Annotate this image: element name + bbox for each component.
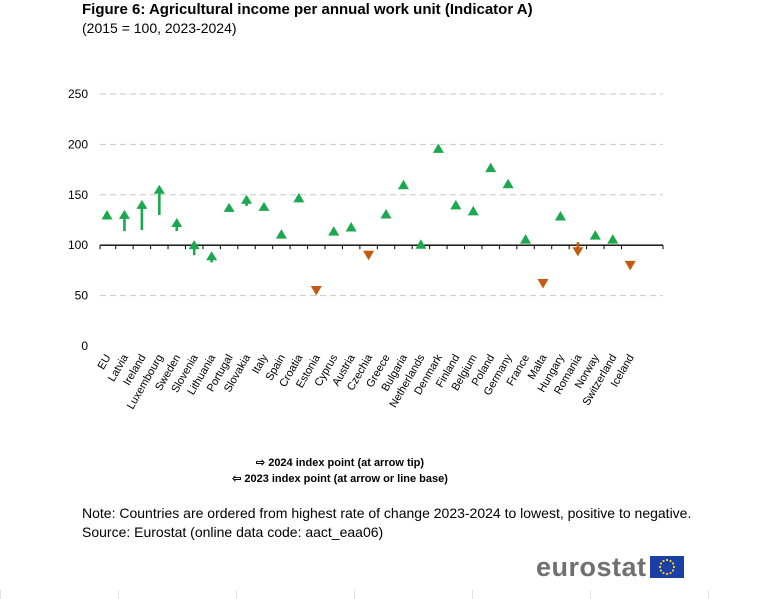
arrow-head bbox=[171, 217, 183, 227]
triangle-marker bbox=[450, 199, 462, 210]
source-text: Source: Eurostat (online data code: aact… bbox=[82, 524, 384, 540]
arrow-head bbox=[223, 202, 235, 212]
footer-tick bbox=[590, 590, 591, 599]
legend-entry-2024: ⇨ 2024 index point (at arrow tip) bbox=[255, 457, 425, 469]
flag-star bbox=[668, 559, 672, 563]
y-tick-label: 200 bbox=[68, 137, 88, 151]
triangle-marker bbox=[101, 209, 113, 220]
triangle-marker bbox=[520, 234, 532, 244]
flag-star bbox=[671, 569, 674, 572]
triangle-marker bbox=[537, 279, 549, 289]
note-text: Note: Countries are ordered from highest… bbox=[82, 505, 692, 521]
flag-star bbox=[665, 572, 668, 576]
footer-tick bbox=[354, 590, 355, 599]
triangle-marker bbox=[310, 286, 322, 296]
flag-star bbox=[661, 571, 665, 575]
arrow-head bbox=[188, 240, 200, 250]
arrow-head bbox=[572, 247, 584, 257]
flag-star bbox=[659, 562, 662, 565]
eurostat-logo: eurostat bbox=[536, 551, 684, 582]
flag-star bbox=[661, 559, 665, 563]
triangle-marker bbox=[607, 234, 619, 244]
triangle-marker bbox=[328, 226, 340, 236]
chart-title: Figure 6: Agricultural income per annual… bbox=[82, 1, 533, 18]
flag-star bbox=[671, 562, 674, 565]
arrow-head bbox=[241, 194, 253, 204]
y-tick-label: 150 bbox=[68, 188, 88, 202]
arrow-head bbox=[136, 199, 148, 209]
triangle-marker bbox=[432, 143, 444, 153]
triangle-marker bbox=[589, 230, 601, 240]
logo-text: eurostat bbox=[536, 551, 647, 582]
chart-subtitle: (2015 = 100, 2023-2024) bbox=[82, 20, 237, 36]
arrow-head bbox=[258, 201, 270, 211]
triangle-marker bbox=[415, 239, 427, 249]
triangle-marker bbox=[502, 178, 514, 189]
footer-tick bbox=[236, 590, 237, 599]
triangle-marker bbox=[293, 192, 305, 203]
flag-star bbox=[659, 569, 662, 572]
footer-tick bbox=[118, 590, 119, 599]
flag-star bbox=[665, 558, 668, 562]
footer-tick bbox=[472, 590, 473, 599]
triangle-marker bbox=[275, 229, 287, 239]
footer-tick bbox=[0, 590, 1, 599]
chart-legend: ⇨ 2024 index point (at arrow tip) ⇦ 2023… bbox=[200, 455, 480, 487]
y-tick-label: 100 bbox=[68, 238, 88, 252]
triangle-marker bbox=[345, 222, 357, 232]
triangle-marker bbox=[485, 162, 497, 173]
triangle-marker bbox=[380, 208, 392, 219]
eu-flag-icon bbox=[649, 556, 684, 578]
arrow-head bbox=[118, 209, 130, 219]
y-tick-label: 50 bbox=[75, 289, 89, 303]
legend-entry-2023: ⇦ 2023 index point (at arrow or line bas… bbox=[232, 473, 448, 485]
y-tick-label: 250 bbox=[68, 87, 88, 101]
footer-rule bbox=[0, 590, 775, 599]
arrow-head bbox=[206, 251, 218, 261]
y-tick-label: 0 bbox=[81, 339, 88, 353]
flag-star bbox=[658, 565, 661, 569]
chart-plot: 050100150200250EULatviaIrelandLuxembourg… bbox=[68, 87, 664, 411]
triangle-marker bbox=[397, 179, 409, 190]
arrow-head bbox=[153, 184, 165, 194]
footer-tick bbox=[708, 590, 709, 599]
triangle-marker bbox=[624, 260, 636, 271]
flag-star bbox=[672, 565, 675, 569]
flag-star bbox=[668, 571, 672, 575]
triangle-marker bbox=[363, 250, 375, 261]
chart-note: Note: Countries are ordered from highest… bbox=[82, 504, 691, 542]
triangle-marker bbox=[554, 210, 566, 221]
triangle-marker bbox=[467, 205, 479, 216]
